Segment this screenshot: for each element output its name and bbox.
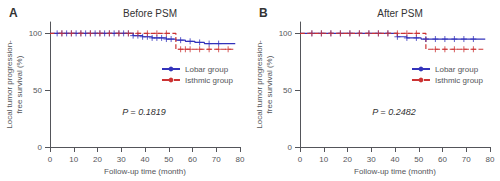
- svg-text:100: 100: [279, 29, 293, 38]
- svg-text:Local tumor progression-: Local tumor progression-: [5, 40, 14, 129]
- svg-text:40: 40: [141, 155, 150, 164]
- svg-text:20: 20: [343, 155, 352, 164]
- svg-text:50: 50: [414, 155, 423, 164]
- svg-text:Local tumor progression-: Local tumor progression-: [255, 40, 264, 129]
- svg-text:40: 40: [391, 155, 400, 164]
- svg-text:0: 0: [288, 143, 293, 152]
- svg-text:0: 0: [298, 155, 303, 164]
- svg-text:P = 0.2482: P = 0.2482: [372, 107, 415, 117]
- svg-text:Before PSM: Before PSM: [123, 8, 177, 19]
- svg-text:70: 70: [462, 155, 471, 164]
- svg-text:free survival (%): free survival (%): [15, 55, 24, 113]
- svg-text:10: 10: [319, 155, 328, 164]
- svg-text:Isthmic group: Isthmic group: [185, 76, 234, 85]
- svg-text:Follow-up time (month): Follow-up time (month): [354, 167, 436, 176]
- svg-text:60: 60: [188, 155, 197, 164]
- svg-text:60: 60: [438, 155, 447, 164]
- svg-text:Lobar group: Lobar group: [435, 65, 479, 74]
- svg-text:P = 0.1819: P = 0.1819: [122, 107, 165, 117]
- svg-text:80: 80: [486, 155, 495, 164]
- svg-text:Follow-up time (month): Follow-up time (month): [104, 167, 186, 176]
- svg-text:100: 100: [29, 29, 43, 38]
- svg-text:30: 30: [117, 155, 126, 164]
- svg-text:70: 70: [212, 155, 221, 164]
- svg-text:50: 50: [33, 86, 42, 95]
- svg-text:0: 0: [38, 143, 43, 152]
- svg-text:80: 80: [236, 155, 245, 164]
- svg-text:50: 50: [283, 86, 292, 95]
- svg-text:Isthmic group: Isthmic group: [435, 76, 484, 85]
- svg-text:30: 30: [367, 155, 376, 164]
- svg-text:free survival (%): free survival (%): [265, 55, 274, 113]
- svg-text:0: 0: [48, 155, 53, 164]
- svg-text:Lobar group: Lobar group: [185, 65, 229, 74]
- svg-text:B: B: [259, 6, 268, 20]
- svg-text:After PSM: After PSM: [377, 8, 423, 19]
- svg-text:10: 10: [69, 155, 78, 164]
- svg-text:A: A: [9, 6, 18, 20]
- svg-text:20: 20: [93, 155, 102, 164]
- svg-text:50: 50: [164, 155, 173, 164]
